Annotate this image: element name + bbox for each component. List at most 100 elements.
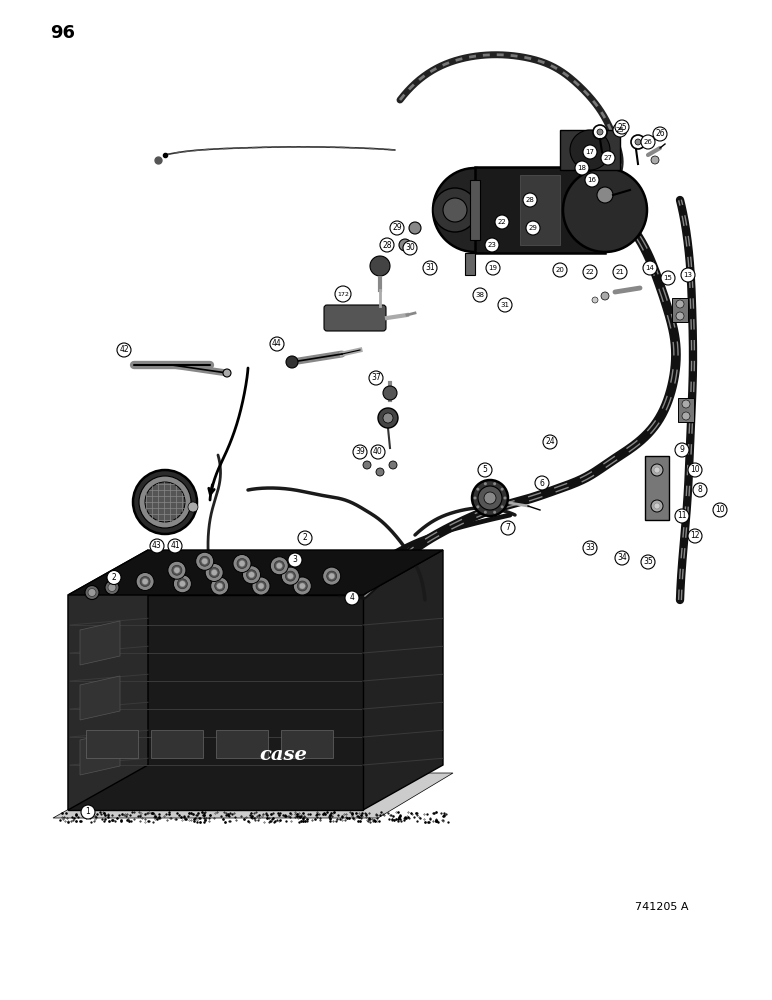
Circle shape <box>423 261 437 275</box>
Circle shape <box>174 567 180 573</box>
Text: 4: 4 <box>350 593 354 602</box>
Polygon shape <box>80 621 120 665</box>
Text: 31: 31 <box>500 302 510 308</box>
Circle shape <box>378 408 398 428</box>
Circle shape <box>300 583 305 589</box>
Circle shape <box>376 468 384 476</box>
Text: 37: 37 <box>371 373 381 382</box>
Text: 40: 40 <box>373 448 383 456</box>
Circle shape <box>179 581 185 587</box>
Circle shape <box>433 168 517 252</box>
Text: 10: 10 <box>690 466 699 475</box>
Circle shape <box>643 261 657 275</box>
Circle shape <box>174 575 191 593</box>
Bar <box>216 730 268 758</box>
Circle shape <box>493 482 496 485</box>
Polygon shape <box>68 595 363 810</box>
Circle shape <box>498 298 512 312</box>
Text: 10: 10 <box>715 506 725 514</box>
Circle shape <box>293 577 311 595</box>
Circle shape <box>593 125 607 139</box>
Circle shape <box>503 496 506 499</box>
Text: 19: 19 <box>489 265 497 271</box>
Circle shape <box>298 531 312 545</box>
Text: 22: 22 <box>586 269 594 275</box>
Text: 96: 96 <box>50 24 75 42</box>
Circle shape <box>178 579 188 589</box>
Circle shape <box>553 263 567 277</box>
Circle shape <box>136 572 154 590</box>
Text: 25: 25 <box>617 122 627 131</box>
Text: 31: 31 <box>425 263 435 272</box>
Bar <box>560 130 620 170</box>
Circle shape <box>327 571 337 581</box>
Circle shape <box>85 585 99 599</box>
Circle shape <box>390 221 404 235</box>
Bar <box>151 730 203 758</box>
Circle shape <box>200 556 210 566</box>
Circle shape <box>409 222 421 234</box>
Circle shape <box>233 554 251 572</box>
Text: 28: 28 <box>382 240 391 249</box>
Circle shape <box>209 568 219 578</box>
Circle shape <box>399 239 411 251</box>
Circle shape <box>345 591 359 605</box>
Circle shape <box>651 156 659 164</box>
Circle shape <box>249 572 255 578</box>
Circle shape <box>81 805 95 819</box>
Circle shape <box>473 496 476 499</box>
Circle shape <box>682 400 690 408</box>
Text: 41: 41 <box>170 542 180 550</box>
Circle shape <box>145 482 185 522</box>
Text: 44: 44 <box>272 340 282 349</box>
Circle shape <box>188 502 198 512</box>
Text: 18: 18 <box>577 165 587 171</box>
Text: 29: 29 <box>392 224 401 232</box>
Text: 26: 26 <box>655 129 665 138</box>
Circle shape <box>713 503 727 517</box>
Text: 23: 23 <box>488 242 496 248</box>
Circle shape <box>613 265 627 279</box>
Circle shape <box>654 467 660 473</box>
Text: 21: 21 <box>615 269 625 275</box>
Circle shape <box>661 271 675 285</box>
Circle shape <box>473 288 487 302</box>
Bar <box>678 398 694 422</box>
Circle shape <box>615 120 629 134</box>
Text: 20: 20 <box>556 267 564 273</box>
Circle shape <box>212 570 217 576</box>
Circle shape <box>335 286 351 302</box>
Circle shape <box>676 312 684 320</box>
Text: 42: 42 <box>119 346 129 355</box>
Circle shape <box>472 480 508 516</box>
Text: 8: 8 <box>698 486 703 494</box>
Text: case: case <box>259 746 307 764</box>
Circle shape <box>526 221 540 235</box>
Polygon shape <box>363 550 443 810</box>
Circle shape <box>601 292 609 300</box>
Polygon shape <box>68 550 148 810</box>
Circle shape <box>286 356 298 368</box>
Bar <box>672 298 688 322</box>
Text: 17: 17 <box>585 149 594 155</box>
Circle shape <box>140 576 150 586</box>
Circle shape <box>615 551 629 565</box>
Circle shape <box>676 300 684 308</box>
Circle shape <box>635 139 641 145</box>
Circle shape <box>583 541 597 555</box>
Circle shape <box>107 570 121 584</box>
Circle shape <box>256 581 266 591</box>
Circle shape <box>597 187 613 203</box>
Circle shape <box>443 198 467 222</box>
Circle shape <box>133 470 197 534</box>
Circle shape <box>675 509 689 523</box>
Text: 39: 39 <box>355 448 365 456</box>
Text: 9: 9 <box>679 446 685 454</box>
Text: 27: 27 <box>604 155 612 161</box>
Bar <box>470 180 480 240</box>
Circle shape <box>383 386 397 400</box>
Circle shape <box>237 558 247 568</box>
Circle shape <box>688 463 702 477</box>
Circle shape <box>476 505 479 508</box>
Text: 24: 24 <box>545 438 555 446</box>
